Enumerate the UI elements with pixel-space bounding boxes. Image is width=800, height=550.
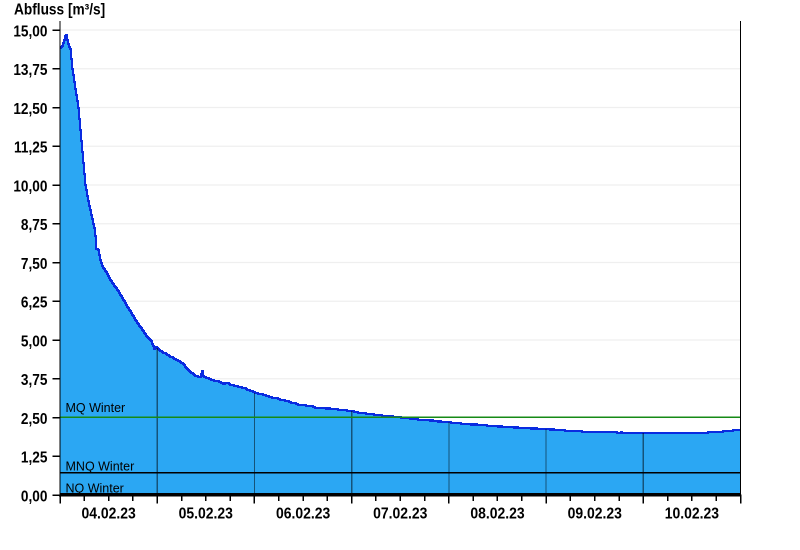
svg-text:07.02.23: 07.02.23 — [373, 506, 427, 523]
svg-text:7,50: 7,50 — [21, 256, 48, 273]
svg-text:12,50: 12,50 — [13, 101, 47, 118]
svg-text:04.02.23: 04.02.23 — [81, 506, 135, 523]
svg-text:05.02.23: 05.02.23 — [179, 506, 233, 523]
svg-text:6,25: 6,25 — [21, 295, 48, 312]
svg-text:13,75: 13,75 — [13, 62, 47, 79]
svg-text:NQ Winter: NQ Winter — [66, 481, 124, 495]
svg-text:Abfluss [m³/s]: Abfluss [m³/s] — [14, 2, 105, 19]
svg-text:10.02.23: 10.02.23 — [665, 506, 719, 523]
svg-text:08.02.23: 08.02.23 — [470, 506, 524, 523]
svg-text:10,00: 10,00 — [13, 179, 47, 196]
svg-text:8,75: 8,75 — [21, 217, 48, 234]
svg-text:06.02.23: 06.02.23 — [276, 506, 330, 523]
svg-text:09.02.23: 09.02.23 — [568, 506, 622, 523]
svg-text:15,00: 15,00 — [13, 24, 47, 41]
svg-text:5,00: 5,00 — [21, 334, 48, 351]
svg-text:1,25: 1,25 — [21, 450, 48, 467]
svg-text:MNQ Winter: MNQ Winter — [66, 459, 135, 473]
svg-text:3,75: 3,75 — [21, 372, 48, 389]
svg-text:2,50: 2,50 — [21, 411, 48, 428]
svg-text:0,00: 0,00 — [21, 489, 48, 506]
svg-text:11,25: 11,25 — [14, 140, 47, 157]
svg-text:MQ Winter: MQ Winter — [66, 401, 126, 415]
